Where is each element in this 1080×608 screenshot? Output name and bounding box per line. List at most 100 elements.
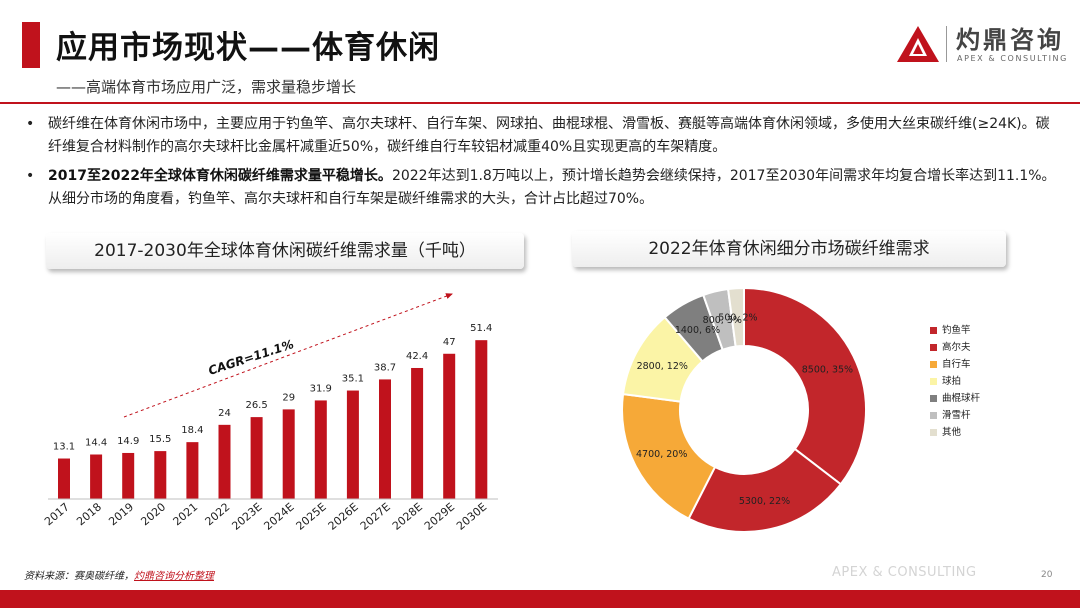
legend-swatch — [930, 361, 937, 368]
bar-value-label: 38.7 — [374, 362, 396, 373]
bar-2020 — [154, 451, 167, 499]
bar-2024E — [282, 409, 295, 499]
source-highlight: 灼鼎咨询分析整理 — [134, 571, 214, 582]
x-tick-label: 2019 — [106, 500, 136, 528]
legend-swatch — [930, 378, 937, 385]
source-prefix: 资料来源：赛奥碳纤维， — [24, 571, 134, 582]
bullet-dot-icon: • — [26, 116, 35, 132]
bar-2026E — [346, 390, 359, 499]
donut-data-label: 500, 2% — [718, 313, 757, 324]
bullet-dot-icon: • — [26, 168, 35, 184]
logo-triangle-icon — [897, 26, 939, 62]
bar-chart-title: 2017-2030年全球体育休闲碳纤维需求量（千吨） — [46, 233, 524, 269]
donut-data-label: 5300, 22% — [739, 496, 790, 507]
legend-label: 高尔夫 — [942, 342, 971, 353]
x-tick-label: 2025E — [294, 500, 329, 532]
bullet-text: 碳纤维在体育休闲市场中，主要应用于钓鱼竿、高尔夫球杆、自行车架、网球拍、曲棍球棍… — [48, 116, 1050, 155]
bar-value-label: 51.4 — [470, 323, 492, 334]
logo-english-name: APEX & CONSULTING — [957, 54, 1068, 63]
donut-data-label: 800, 3% — [703, 315, 742, 326]
x-tick-label: 2021 — [171, 500, 201, 528]
legend-swatch — [930, 429, 937, 436]
donut-slice-钓鱼竿 — [743, 286, 867, 486]
legend-label: 滑雪杆 — [942, 410, 971, 421]
bullet-text: 2022年达到1.8万吨以上，预计增长趋势会继续保持，2017至2030年间需求… — [48, 168, 1056, 207]
bullet-item: • 碳纤维在体育休闲市场中，主要应用于钓鱼竿、高尔夫球杆、自行车架、网球拍、曲棍… — [26, 113, 1056, 159]
donut-slice-高尔夫 — [687, 447, 843, 533]
legend-item: 球拍 — [930, 373, 980, 390]
x-tick-label: 2028E — [390, 500, 425, 532]
bar-2017 — [58, 458, 70, 499]
bar-2022 — [218, 424, 231, 499]
bar-2023E — [250, 417, 263, 499]
bullet-bold-text: 2017至2022年全球体育休闲碳纤维需求量平稳增长。 — [48, 168, 392, 184]
legend-label: 其他 — [942, 427, 962, 438]
donut-labels: 8500, 35% 5300, 22% 4700, 20% 2800, 12% 1400… — [636, 313, 853, 508]
donut-legend: 钓鱼竿高尔夫自行车球拍曲棍球杆滑雪杆其他 — [930, 322, 980, 441]
title-accent-bar — [22, 22, 40, 68]
page-title: 应用市场现状——体育休闲 — [56, 30, 440, 66]
bar-value-label: 42.4 — [406, 351, 428, 362]
legend-label: 球拍 — [942, 376, 962, 387]
legend-swatch — [930, 344, 937, 351]
bar-value-label: 47 — [443, 337, 456, 348]
donut-data-label: 4700, 20% — [636, 449, 687, 460]
header-divider — [0, 102, 1080, 104]
bar-value-label: 15.5 — [149, 434, 171, 445]
bar-value-label: 13.1 — [53, 442, 75, 453]
bar-value-label: 14.9 — [117, 436, 139, 447]
legend-swatch — [930, 327, 937, 334]
donut-data-label: 8500, 35% — [802, 364, 853, 375]
footer-watermark: APEX & CONSULTING — [832, 565, 977, 580]
legend-item: 高尔夫 — [930, 339, 980, 356]
donut-slice-自行车 — [621, 392, 717, 521]
bar-2030E — [475, 340, 488, 499]
bar-value-label: 18.4 — [181, 425, 203, 436]
bar-value-label: 26.5 — [245, 400, 267, 411]
x-tick-label: 2030E — [454, 500, 489, 532]
bar-2028E — [411, 367, 424, 499]
bar-2029E — [443, 353, 456, 499]
legend-swatch — [930, 412, 937, 419]
x-tick-label: 2017 — [42, 500, 72, 528]
bar-value-label: 29 — [282, 392, 295, 403]
x-tick-label: 2020 — [138, 500, 168, 528]
x-tick-label: 2022 — [203, 500, 233, 528]
bar-2021 — [186, 442, 199, 499]
bullet-item: • 2017至2022年全球体育休闲碳纤维需求量平稳增长。2022年达到1.8万… — [26, 165, 1056, 211]
bar-value-label: 31.9 — [310, 383, 332, 394]
donut-slice-其他 — [726, 286, 745, 348]
donut-data-label: 1400, 6% — [675, 325, 720, 336]
bar-chart: CAGR=11.1% 13.1201714.4201814.9201915.52… — [42, 293, 498, 533]
donut-data-label: 2800, 12% — [637, 361, 688, 372]
bar-value-label: 24 — [218, 408, 231, 419]
donut-slices — [621, 286, 867, 533]
bar-value-label: 35.1 — [342, 374, 364, 385]
legend-label: 钓鱼竿 — [942, 325, 971, 336]
x-tick-label: 2026E — [326, 500, 361, 532]
legend-item: 滑雪杆 — [930, 407, 980, 424]
source-note: 资料来源：赛奥碳纤维，灼鼎咨询分析整理 — [24, 567, 214, 582]
x-tick-label: 2023E — [229, 500, 264, 532]
legend-label: 曲棍球杆 — [942, 393, 981, 404]
legend-item: 自行车 — [930, 356, 980, 373]
donut-chart: 8500, 35% 5300, 22% 4700, 20% 2800, 12% 1400… — [621, 286, 867, 533]
bar-2027E — [379, 379, 391, 499]
x-tick-label: 2027E — [358, 500, 393, 532]
logo-chinese-name: 灼鼎咨询 — [956, 26, 1064, 54]
x-tick-label: 2029E — [422, 500, 457, 532]
bar-2019 — [122, 452, 135, 499]
bullet-list: • 碳纤维在体育休闲市场中，主要应用于钓鱼竿、高尔夫球杆、自行车架、网球拍、曲棍… — [26, 113, 1056, 217]
legend-label: 自行车 — [942, 359, 971, 370]
legend-item: 曲棍球杆 — [930, 390, 980, 407]
logo-divider — [946, 26, 947, 62]
company-logo: 灼鼎咨询 APEX & CONSULTING — [896, 20, 1066, 70]
legend-item: 钓鱼竿 — [930, 322, 980, 339]
page-number: 20 — [1041, 570, 1053, 580]
bar-2018 — [90, 454, 103, 499]
cagr-trend-arrow — [123, 293, 453, 418]
footer-bar — [0, 590, 1080, 608]
legend-swatch — [930, 395, 937, 402]
bar-2025E — [314, 400, 327, 499]
page-subtitle: ——高端体育市场应用广泛，需求量稳步增长 — [56, 78, 357, 96]
